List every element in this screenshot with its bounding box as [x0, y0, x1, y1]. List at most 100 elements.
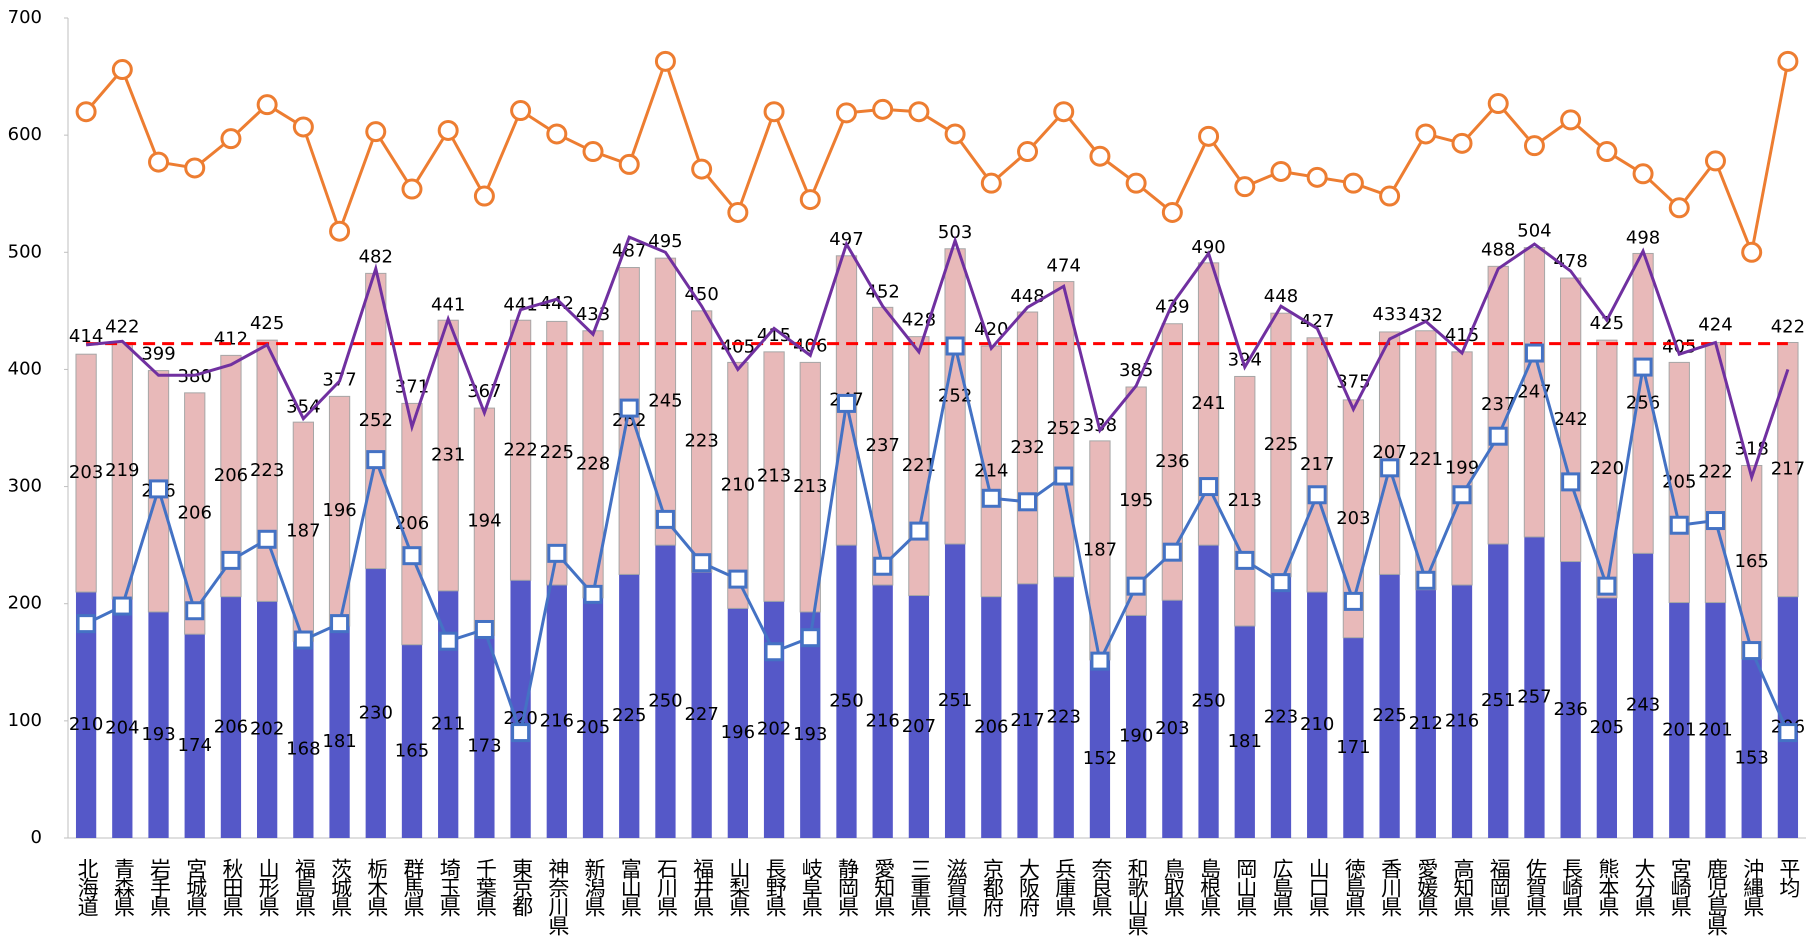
line-marker: [1741, 241, 1763, 263]
data-label: 194: [467, 511, 501, 532]
line-marker: [148, 151, 170, 173]
bar-segment: [1378, 331, 1401, 575]
line-marker: [1451, 132, 1473, 154]
data-label: 210: [69, 714, 103, 735]
line-marker: [1018, 492, 1038, 512]
total-label: 441: [503, 294, 537, 315]
line-marker: [1198, 125, 1220, 147]
line-marker: [437, 119, 459, 141]
y-tick-label: 700: [8, 7, 42, 28]
data-label: 153: [1735, 747, 1769, 768]
line-marker: [1705, 511, 1725, 531]
line-marker: [1343, 591, 1363, 611]
line-marker: [401, 178, 423, 200]
bar-segment: [1234, 625, 1255, 838]
data-label: 214: [974, 460, 1008, 481]
bar-segment: [1596, 597, 1617, 838]
data-label: 203: [1336, 508, 1370, 529]
line-marker: [1668, 197, 1690, 219]
data-label: 250: [1191, 691, 1225, 712]
total-label: 495: [648, 231, 682, 252]
bar-segment: [727, 361, 749, 609]
data-label: 193: [141, 724, 175, 745]
total-label: 422: [1771, 317, 1805, 338]
data-label: 206: [178, 503, 212, 524]
total-label: 503: [938, 222, 972, 243]
data-label: 165: [1735, 551, 1769, 572]
data-label: 222: [503, 439, 537, 460]
bar-segment: [474, 635, 495, 838]
data-label: 225: [1372, 705, 1406, 726]
total-label: 488: [1481, 239, 1515, 260]
line-marker: [546, 123, 568, 145]
line-marker: [1380, 458, 1400, 478]
bar-segment: [220, 354, 242, 598]
line-marker: [800, 628, 820, 648]
data-label: 216: [1445, 710, 1479, 731]
data-label: 171: [1336, 737, 1370, 758]
x-tick-label: 千葉県: [473, 858, 497, 917]
total-label: 414: [69, 326, 103, 347]
x-tick-label: 大分県: [1632, 858, 1656, 917]
x-tick-label: 奈良県: [1089, 858, 1113, 917]
bar-segment: [184, 392, 206, 635]
line-series: [85, 345, 1790, 739]
line-marker: [654, 50, 676, 72]
x-tick-label: 秋田県: [220, 858, 244, 917]
x-tick-label: 福島県: [292, 858, 316, 917]
data-label: 203: [69, 462, 103, 483]
bar-segment: [1560, 561, 1581, 838]
line-marker: [872, 98, 894, 120]
bar-segment: [1126, 615, 1147, 838]
bar-segment: [944, 543, 966, 838]
y-tick-label: 400: [8, 358, 42, 379]
data-label: 252: [359, 410, 393, 431]
line-marker: [1777, 50, 1799, 72]
x-tick-label: 長崎県: [1560, 858, 1584, 917]
y-tick-label: 600: [8, 124, 42, 145]
x-tick-label: 鳥取県: [1161, 858, 1185, 917]
line-marker: [220, 128, 242, 150]
x-tick-label: 宮城県: [184, 858, 208, 917]
total-label: 385: [1119, 360, 1153, 381]
line-marker: [909, 521, 929, 541]
bar-segment: [112, 599, 133, 838]
x-tick-label: 神奈川県: [546, 858, 570, 936]
line-marker: [1632, 163, 1654, 185]
bar-segment: [401, 644, 423, 838]
line-marker: [1597, 576, 1617, 596]
data-label: 201: [1698, 719, 1732, 740]
data-label: 196: [322, 500, 356, 521]
data-label: 187: [286, 521, 320, 542]
bar-segment: [1741, 658, 1762, 838]
x-tick-label: 岩手県: [148, 858, 172, 917]
total-label: 474: [1047, 256, 1081, 277]
bar-segment: [1089, 659, 1111, 838]
data-label: 220: [1590, 458, 1624, 479]
line-marker: [1633, 357, 1653, 377]
x-tick-label: 静岡県: [835, 858, 859, 917]
data-label: 250: [829, 691, 863, 712]
x-tick-label: 宮崎県: [1668, 858, 1692, 917]
line-marker: [1596, 141, 1618, 163]
data-label: 216: [866, 710, 900, 731]
data-label: 193: [793, 724, 827, 745]
line-marker: [293, 630, 313, 650]
line-marker: [583, 584, 603, 604]
total-label: 399: [141, 344, 175, 365]
data-label: 256: [1626, 392, 1660, 413]
line-marker: [835, 102, 857, 124]
x-tick-label: 京都府: [980, 858, 1004, 917]
bar-segment: [75, 592, 97, 838]
bar-segment: [727, 608, 748, 838]
line-marker: [981, 488, 1001, 508]
line-marker: [763, 101, 785, 123]
x-tick-label: 鹿児島県: [1704, 858, 1728, 936]
bar-segment: [1016, 311, 1039, 585]
bar-segment: [655, 545, 676, 838]
total-label: 425: [1590, 313, 1624, 334]
data-label: 196: [721, 722, 755, 743]
bar-segment: [546, 584, 567, 838]
line-marker: [257, 529, 277, 549]
bar-segment: [1487, 265, 1509, 545]
